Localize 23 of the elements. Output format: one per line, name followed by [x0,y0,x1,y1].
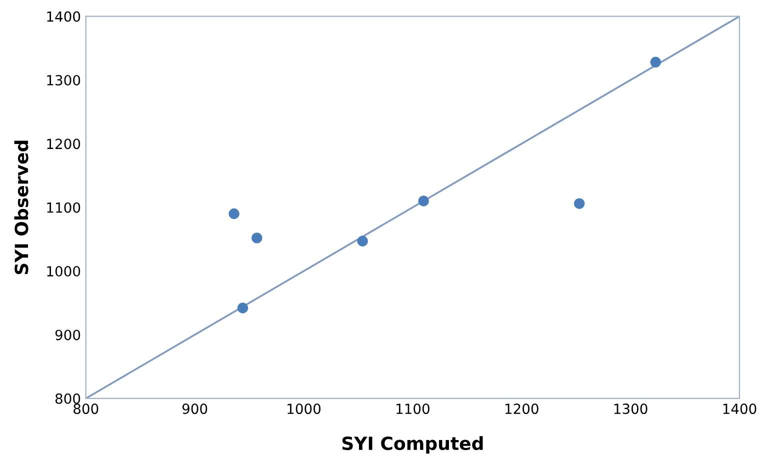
x-tick-label: 1200 [505,404,538,414]
y-tick-label: 1000 [47,266,80,277]
y-tick-label: 800 [55,393,80,404]
point [574,198,585,209]
point [237,302,248,314]
point [228,208,240,220]
x-tick-label: 900 [182,404,208,414]
x-tick-label: 1000 [288,404,320,414]
point [357,236,368,246]
point [418,196,429,206]
y-tick-label: 1300 [47,74,80,86]
y-tick-label: 1200 [47,138,80,150]
y-tick-label: 1400 [47,11,80,22]
point [252,232,262,244]
point [650,56,661,68]
x-tick-label: 800 [74,404,98,414]
x-tick-label: 1400 [723,404,756,414]
x-tick-label: 1300 [614,404,648,414]
y-tick-label: 900 [55,330,80,340]
x-tick-label: 1100 [396,404,430,414]
y-tick-label: 1100 [47,202,80,213]
y-axis-title: SYI Observed [14,140,28,274]
x-axis-title: SYI Computed [342,436,483,454]
